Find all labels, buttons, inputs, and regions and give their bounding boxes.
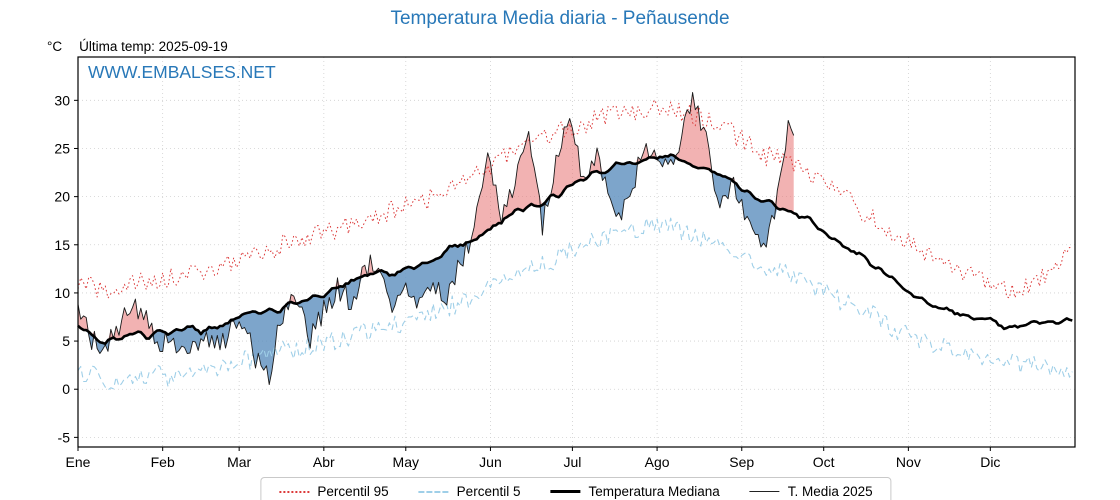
y-axis-unit-label: °C [47,39,63,54]
svg-text:Oct: Oct [813,454,835,470]
p5-line-sample-icon [418,490,449,493]
svg-text:Mar: Mar [227,454,251,470]
svg-text:25: 25 [54,140,70,156]
legend-label-t2025: T. Media 2025 [787,484,873,499]
legend-label-p95: Percentil 95 [317,484,389,499]
svg-text:Sep: Sep [729,454,754,470]
chart-legend: Percentil 95 Percentil 5 Temperatura Med… [260,477,892,500]
legend-item-percentil-95: Percentil 95 [279,484,389,499]
svg-text:20: 20 [54,189,70,205]
svg-text:Ago: Ago [645,454,670,470]
legend-item-mediana: Temperatura Mediana [550,484,720,499]
svg-text:10: 10 [54,285,70,301]
svg-text:Feb: Feb [151,454,175,470]
legend-item-percentil-5: Percentil 5 [418,484,521,499]
t2025-line-sample-icon [749,491,780,492]
median-line-sample-icon [550,490,581,493]
svg-text:5: 5 [62,333,70,349]
page-title: Temperatura Media diaria - Peñausende [390,8,730,29]
watermark-text: WWW.EMBALSES.NET [88,62,276,82]
svg-text:May: May [393,454,419,470]
svg-text:Nov: Nov [896,454,921,470]
svg-text:15: 15 [54,237,70,253]
svg-text:Abr: Abr [313,454,335,470]
legend-item-t-media-2025: T. Media 2025 [749,484,873,499]
svg-text:Jun: Jun [479,454,502,470]
svg-text:Ene: Ene [66,454,91,470]
last-temp-label: Última temp: 2025-09-19 [79,39,228,54]
svg-text:-5: -5 [58,429,71,445]
legend-label-mediana: Temperatura Mediana [588,484,720,499]
svg-text:30: 30 [54,92,70,108]
svg-text:Jul: Jul [563,454,581,470]
chart-subheader: °C Última temp: 2025-09-19 [47,39,228,54]
svg-text:0: 0 [62,381,70,397]
legend-label-p5: Percentil 5 [456,484,521,499]
svg-text:Dic: Dic [980,454,1000,470]
p95-line-sample-icon [279,490,310,493]
